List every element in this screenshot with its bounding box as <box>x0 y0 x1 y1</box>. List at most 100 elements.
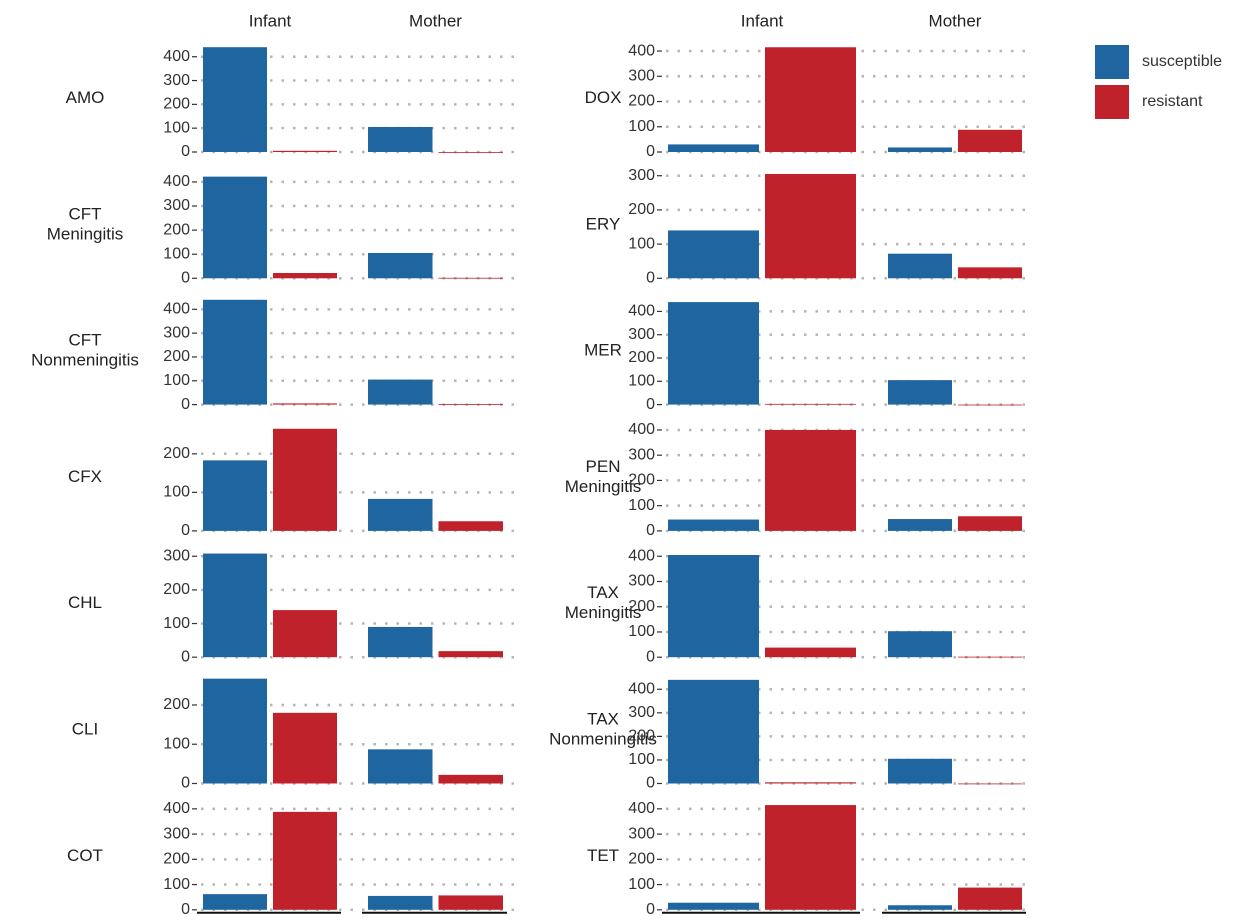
y-tick-label: 200 <box>163 221 190 238</box>
y-tick-label: 100 <box>163 876 190 893</box>
y-tick-label: 300 <box>628 825 655 842</box>
y-tick-label: 400 <box>628 303 655 320</box>
panel-label: CFX <box>68 467 102 486</box>
bar <box>888 905 952 910</box>
bar <box>438 152 503 153</box>
panel-label: COT <box>67 846 103 865</box>
bar <box>958 516 1022 531</box>
y-tick-label: 0 <box>646 143 655 160</box>
panel-label: TET <box>587 846 619 865</box>
bar <box>203 460 267 531</box>
y-tick-label: 400 <box>163 800 190 817</box>
bar <box>438 521 503 531</box>
y-tick-label: 300 <box>163 324 190 341</box>
bar <box>668 144 759 152</box>
y-tick-label: 200 <box>163 96 190 113</box>
y-tick-label: 200 <box>163 851 190 868</box>
y-tick-label: 100 <box>628 623 655 640</box>
y-tick-label: 300 <box>628 326 655 343</box>
bar <box>273 712 337 784</box>
bar <box>273 811 337 910</box>
y-tick-label: 400 <box>163 48 190 65</box>
y-tick-label: 300 <box>163 72 190 89</box>
bar <box>273 150 337 152</box>
y-tick-label: 200 <box>628 349 655 366</box>
bar <box>888 147 952 152</box>
bar <box>765 782 856 784</box>
y-tick-label: 400 <box>163 301 190 318</box>
bar <box>668 902 759 910</box>
bar <box>958 129 1022 152</box>
bar <box>368 379 433 405</box>
bar <box>368 749 433 784</box>
bar <box>888 253 952 279</box>
y-tick-label: 400 <box>628 547 655 564</box>
bar <box>203 894 267 910</box>
y-tick-label: 0 <box>181 901 190 918</box>
bar <box>438 774 503 784</box>
y-tick-label: 400 <box>628 42 655 59</box>
bar <box>765 647 856 658</box>
y-tick-label: 300 <box>628 167 655 184</box>
bar <box>273 273 337 279</box>
y-tick-label: 200 <box>628 93 655 110</box>
y-tick-label: 0 <box>181 143 190 160</box>
bar <box>888 631 952 658</box>
y-tick-label: 300 <box>628 446 655 463</box>
y-tick-label: 100 <box>163 735 190 752</box>
panel-label: CFT Nonmeningitis <box>31 331 139 370</box>
y-tick-label: 400 <box>628 800 655 817</box>
bar <box>438 895 503 910</box>
bar <box>765 47 856 153</box>
y-tick-label: 100 <box>628 751 655 768</box>
bar <box>668 679 759 784</box>
y-tick-label: 0 <box>181 648 190 665</box>
bar <box>888 519 952 531</box>
facet-header: Infant <box>249 11 292 30</box>
panel-label: MER <box>584 341 622 360</box>
bar <box>368 895 433 910</box>
y-tick-label: 300 <box>163 547 190 564</box>
y-tick-label: 300 <box>628 573 655 590</box>
y-tick-label: 100 <box>628 118 655 135</box>
bar <box>203 299 267 405</box>
bar <box>368 498 433 531</box>
y-tick-label: 100 <box>628 373 655 390</box>
y-tick-label: 0 <box>646 270 655 287</box>
y-tick-label: 0 <box>181 396 190 413</box>
y-tick-label: 200 <box>628 598 655 615</box>
bar <box>765 429 856 531</box>
panel-label: ERY <box>586 215 621 234</box>
y-tick-label: 100 <box>628 497 655 514</box>
y-tick-label: 100 <box>628 876 655 893</box>
y-tick-label: 0 <box>181 522 190 539</box>
bar <box>438 277 503 279</box>
bar <box>668 302 759 405</box>
y-tick-label: 300 <box>163 197 190 214</box>
y-tick-label: 400 <box>628 421 655 438</box>
panel-label: PEN Meningitis <box>565 457 642 496</box>
bar <box>368 253 433 279</box>
bar <box>273 428 337 531</box>
legend-swatch <box>1095 85 1129 119</box>
bar <box>273 403 337 405</box>
y-tick-label: 0 <box>181 270 190 287</box>
y-tick-label: 100 <box>163 372 190 389</box>
panel-label: TAX Nonmeningitis <box>549 710 657 749</box>
panel-label: DOX <box>585 88 622 107</box>
panel-label: CLI <box>72 720 98 739</box>
y-tick-label: 100 <box>163 615 190 632</box>
facet-header: Mother <box>409 11 462 30</box>
bar <box>958 404 1022 406</box>
y-tick-label: 0 <box>181 775 190 792</box>
bar <box>203 678 267 784</box>
y-tick-label: 200 <box>163 348 190 365</box>
bar <box>668 230 759 279</box>
bar <box>273 610 337 658</box>
y-tick-label: 100 <box>163 245 190 262</box>
y-tick-label: 0 <box>646 648 655 665</box>
y-tick-label: 300 <box>628 704 655 721</box>
legend-swatch <box>1095 45 1129 79</box>
facet-header: Mother <box>929 11 982 30</box>
y-tick-label: 200 <box>628 728 655 745</box>
